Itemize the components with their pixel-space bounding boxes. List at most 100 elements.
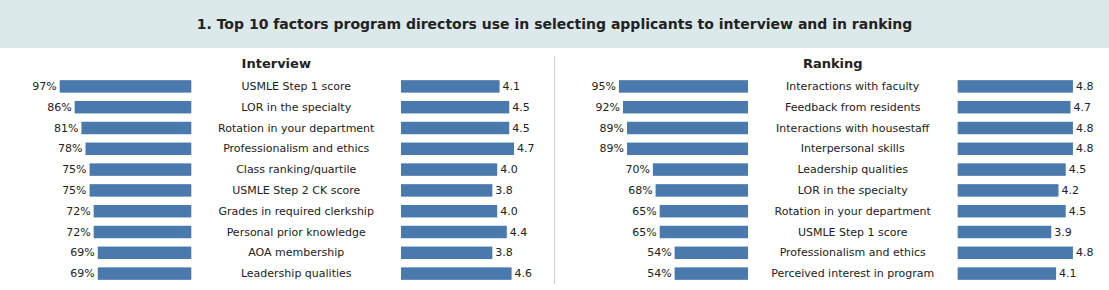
data-label: 65% (632, 205, 656, 218)
bar (957, 184, 1058, 196)
bar (401, 184, 492, 196)
data-label: 3.9 (1054, 226, 1072, 239)
bar (619, 80, 748, 92)
category-label: Leadership qualities (797, 163, 908, 176)
category-label: Interpersonal skills (801, 142, 905, 155)
data-label: 4.5 (1069, 205, 1087, 218)
data-label: 89% (600, 142, 624, 155)
panel-header: Interview (242, 56, 311, 71)
data-label: 54% (647, 267, 671, 280)
data-label: 89% (600, 122, 624, 135)
bars (60, 80, 192, 280)
panel-header: Ranking (803, 56, 863, 71)
data-label: 4.7 (517, 142, 535, 155)
category-label: Perceived interest in program (771, 267, 934, 280)
data-label: 69% (70, 246, 94, 259)
bar (957, 226, 1051, 238)
category-label: USMLE Step 1 score (798, 226, 908, 239)
data-label: 4.7 (1074, 101, 1092, 114)
bar (401, 163, 497, 175)
bar (656, 184, 748, 196)
bar (401, 143, 514, 155)
bar (627, 122, 748, 134)
bar (81, 122, 191, 134)
bar (957, 101, 1070, 113)
bar (401, 205, 497, 217)
data-label: 70% (625, 163, 649, 176)
bar (957, 80, 1073, 92)
divider (554, 56, 555, 284)
data-label: 4.5 (1069, 163, 1087, 176)
data-label: 86% (47, 101, 71, 114)
category-label: Class ranking/quartile (236, 163, 356, 176)
category-label: USMLE Step 1 score (241, 80, 351, 93)
bar (401, 247, 492, 259)
data-label: 72% (66, 226, 90, 239)
bar (401, 267, 512, 279)
bar (94, 205, 192, 217)
category-label: Leadership qualities (241, 267, 352, 280)
data-label: 65% (632, 226, 656, 239)
data-label: 72% (66, 205, 90, 218)
bar (627, 143, 748, 155)
category-label: Feedback from residents (785, 101, 921, 114)
bar (98, 247, 192, 259)
bar (94, 226, 192, 238)
bar (957, 122, 1073, 134)
category-label: Professionalism and ethics (780, 246, 926, 259)
category-label: LOR in the specialty (241, 101, 351, 114)
bar (401, 101, 509, 113)
title-banner (0, 0, 1109, 48)
data-label: 97% (32, 80, 56, 93)
category-label: Rotation in your department (218, 122, 375, 135)
data-label: 95% (591, 80, 615, 93)
data-label: 68% (628, 184, 652, 197)
data-label: 75% (62, 184, 86, 197)
data-label: 81% (54, 122, 78, 135)
bar (957, 143, 1073, 155)
category-label: Rotation in your department (775, 205, 932, 218)
category-label: Interactions with housestaff (776, 122, 930, 135)
bar (675, 267, 748, 279)
title: 1. Top 10 factors program directors use … (197, 16, 913, 32)
category-label: USMLE Step 2 CK score (232, 184, 360, 197)
data-label: 75% (62, 163, 86, 176)
data-label: 4.4 (510, 226, 528, 239)
bar (957, 247, 1073, 259)
bar (90, 184, 192, 196)
data-label: 4.8 (1076, 142, 1094, 155)
data-label: 3.8 (495, 184, 513, 197)
data-label: 4.0 (500, 163, 518, 176)
category-label: Grades in required clerkship (219, 205, 374, 218)
data-label: 4.8 (1076, 80, 1094, 93)
data-label: 69% (70, 267, 94, 280)
bar (653, 163, 748, 175)
bars (619, 80, 748, 280)
bar (660, 205, 748, 217)
bar (98, 267, 192, 279)
category-label: AOA membership (248, 246, 344, 259)
bar (957, 163, 1065, 175)
category-label: Professionalism and ethics (223, 142, 369, 155)
category-label: LOR in the specialty (798, 184, 908, 197)
data-label: 4.2 (1061, 184, 1079, 197)
data-label: 4.5 (512, 101, 530, 114)
data-label: 4.1 (1059, 267, 1077, 280)
bar (957, 267, 1056, 279)
bar (401, 122, 509, 134)
data-label: 92% (596, 101, 620, 114)
data-label: 4.5 (512, 122, 530, 135)
bar (86, 143, 192, 155)
data-label: 54% (647, 246, 671, 259)
chart: 1. Top 10 factors program directors use … (0, 0, 1109, 290)
bar (957, 205, 1065, 217)
category-label: Interactions with faculty (786, 80, 920, 93)
bar (401, 80, 500, 92)
bar (675, 247, 748, 259)
category-label: Personal prior knowledge (227, 226, 366, 239)
data-label: 78% (58, 142, 82, 155)
data-label: 4.0 (500, 205, 518, 218)
bars (401, 80, 514, 280)
bars (957, 80, 1073, 280)
bar (90, 163, 192, 175)
